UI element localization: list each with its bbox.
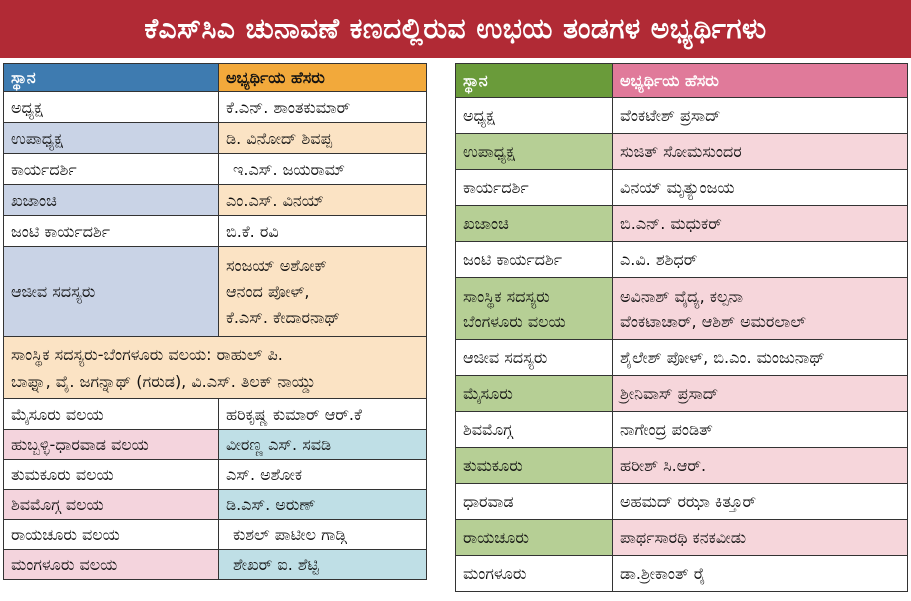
position-cell: ತುಮಕೂರು xyxy=(455,447,613,484)
position-cell: ಧಾರವಾಡ xyxy=(455,483,613,520)
position-cell: ಖಜಾಂಚಿ xyxy=(3,184,219,216)
name-cell: ಎಂ.ಎಸ್. ವಿನಯ್ xyxy=(218,184,427,216)
column-header-name: ಅಭ್ಯರ್ಥಿಯ ಹೆಸರು xyxy=(612,63,908,98)
name-cell: ಅವಿನಾಶ್ ವೈದ್ಯ, ಕಲ್ಪನಾ ವೆಂಕಟಾಚಾರ್, ಆಶಿಶ್ … xyxy=(612,277,908,340)
table-row: ಅಧ್ಯಕ್ಷ ಕೆ.ಎನ್. ಶಾಂತಕುಮಾರ್ xyxy=(3,91,427,123)
table-row: ರಾಯಚೂರು ವಲಯ ಕುಶಲ್ ಪಾಟೀಲ ಗಾಡ್ಗಿ xyxy=(3,519,427,550)
name-cell: ಇ.ಎಸ್. ಜಯರಾಮ್ xyxy=(218,153,427,185)
left-team-table: ಸ್ಥಾನ ಅಭ್ಯರ್ಥಿಯ ಹೆಸರು ಅಧ್ಯಕ್ಷ ಕೆ.ಎನ್. ಶಾ… xyxy=(3,63,427,580)
name-cell: ಡಿ.ಎಸ್. ಅರುಣ್ xyxy=(218,489,427,520)
position-cell: ಉಪಾಧ್ಯಕ್ಷ xyxy=(3,122,219,154)
column-header-name: ಅಭ್ಯರ್ಥಿಯ ಹೆಸರು xyxy=(218,63,427,92)
table-header-row: ಸ್ಥಾನ ಅಭ್ಯರ್ಥಿಯ ಹೆಸರು xyxy=(3,63,427,92)
table-row: ಅಧ್ಯಕ್ಷ ವೆಂಕಟೇಶ್ ಪ್ರಸಾದ್ xyxy=(455,97,908,134)
name-cell: ವೆಂಕಟೇಶ್ ಪ್ರಸಾದ್ xyxy=(612,97,908,134)
name-cell: ಹರೀಶ್ ಸಿ.ಆರ್. xyxy=(612,447,908,484)
name-cell: ವಿನಯ್ ಮೃತ್ಯುಂಜಯ xyxy=(612,169,908,206)
position-cell: ಆಜೀವ ಸದಸ್ಯರು xyxy=(3,246,219,337)
merged-line: ಬಾಫ್ನಾ, ವೈ. ಜಗನ್ನಾಥ್ (ಗರುಡ), ವಿ.ಎಸ್. ತಿಲ… xyxy=(11,371,316,391)
right-team-table: ಸ್ಥಾನ ಅಭ್ಯರ್ಥಿಯ ಹೆಸರು ಅಧ್ಯಕ್ಷ ವೆಂಕಟೇಶ್ ಪ… xyxy=(455,63,908,592)
name-cell: ಬಿ.ಎನ್. ಮಧುಕರ್ xyxy=(612,205,908,242)
name-cell: ಹರಿಕೃಷ್ಣ ಕುಮಾರ್ ಆರ್.ಕೆ xyxy=(218,398,427,430)
position-cell: ಮೈಸೂರು ವಲಯ xyxy=(3,398,219,430)
position-cell: ಮಂಗಳೂರು ವಲಯ xyxy=(3,549,219,580)
column-header-position: ಸ್ಥಾನ xyxy=(455,63,613,98)
table-row: ಖಜಾಂಚಿ ಬಿ.ಎನ್. ಮಧುಕರ್ xyxy=(455,205,908,242)
position-cell: ಮೈಸೂರು xyxy=(455,375,613,412)
name-cell: ಪಾರ್ಥಸಾರಥಿ ಕನಕವೀಡು xyxy=(612,519,908,556)
table-row: ಖಜಾಂಚಿ ಎಂ.ಎಸ್. ವಿನಯ್ xyxy=(3,184,427,216)
position-cell: ಶಿವಮೊಗ್ಗ xyxy=(455,411,613,448)
table-row-merged: ಸಾಂಸ್ಥಿಕ ಸದಸ್ಯರು-ಬೆಂಗಳೂರು ವಲಯ: ರಾಹುಲ್ ಪಿ… xyxy=(3,336,427,399)
name-cell: ಡಿ. ವಿನೋದ್ ಶಿವಪ್ಪ xyxy=(218,122,427,154)
position-cell: ಕಾರ್ಯದರ್ಶಿ xyxy=(3,153,219,185)
position-line: ಸಾಂಸ್ಥಿಕ ಸದಸ್ಯರು xyxy=(463,286,550,306)
table-row: ಕಾರ್ಯದರ್ಶಿ ಇ.ಎಸ್. ಜಯರಾಮ್ xyxy=(3,153,427,185)
name-cell: ಬಿ.ಕೆ. ರವಿ xyxy=(218,215,427,247)
position-cell: ಜಂಟಿ ಕಾರ್ಯದರ್ಶಿ xyxy=(455,241,613,278)
name-cell: ಶೈಲೇಶ್ ಪೋಳ್, ಬಿ.ಎಂ. ಮಂಜುನಾಥ್ xyxy=(612,339,908,376)
name-line: ಅವಿನಾಶ್ ವೈದ್ಯ, ಕಲ್ಪನಾ xyxy=(620,286,744,306)
merged-cell: ಸಾಂಸ್ಥಿಕ ಸದಸ್ಯರು-ಬೆಂಗಳೂರು ವಲಯ: ರಾಹುಲ್ ಪಿ… xyxy=(3,336,427,399)
name-line: ಕೆ.ಎಸ್. ಕೇದಾರನಾಥ್ xyxy=(226,307,341,327)
name-cell: ಎ.ವಿ. ಶಶಿಧರ್ xyxy=(612,241,908,278)
table-row: ಶಿವಮೊಗ್ಗ ನಾಗೇಂದ್ರ ಪಂಡಿತ್ xyxy=(455,411,908,448)
table-row: ಹುಬ್ಬಳ್ಳಿ-ಧಾರವಾಡ ವಲಯ ವೀರಣ್ಣ ಎಸ್. ಸವಡಿ xyxy=(3,429,427,460)
position-cell: ಜಂಟಿ ಕಾರ್ಯದರ್ಶಿ xyxy=(3,215,219,247)
position-cell: ತುಮಕೂರು ವಲಯ xyxy=(3,459,219,490)
name-cell: ವೀರಣ್ಣ ಎಸ್. ಸವಡಿ xyxy=(218,429,427,460)
position-cell: ರಾಯಚೂರು ವಲಯ xyxy=(3,519,219,550)
name-cell: ಎಸ್. ಅಶೋಕ xyxy=(218,459,427,490)
name-cell: ಕುಶಲ್ ಪಾಟೀಲ ಗಾಡ್ಗಿ xyxy=(218,519,427,550)
name-cell: ಡಾ.ಶ್ರೀಕಾಂತ್ ರೈ xyxy=(612,555,908,592)
name-cell: ಕೆ.ಎನ್. ಶಾಂತಕುಮಾರ್ xyxy=(218,91,427,123)
table-row: ಉಪಾಧ್ಯಕ್ಷ ಡಿ. ವಿನೋದ್ ಶಿವಪ್ಪ xyxy=(3,122,427,154)
table-row: ಮೈಸೂರು ಶ್ರೀನಿವಾಸ್ ಪ್ರಸಾದ್ xyxy=(455,375,908,412)
name-line: ಆನಂದ ಪೋಳ್, xyxy=(226,281,310,301)
position-cell: ಅಧ್ಯಕ್ಷ xyxy=(455,97,613,134)
table-row: ಆಜೀವ ಸದಸ್ಯರು ಶೈಲೇಶ್ ಪೋಳ್, ಬಿ.ಎಂ. ಮಂಜುನಾಥ… xyxy=(455,339,908,376)
table-row: ಮಂಗಳೂರು ವಲಯ ಶೇಖರ್ ಐ. ಶೆಟ್ಟಿ xyxy=(3,549,427,580)
page-title: ಕೆಎಸ್‌ಸಿಎ ಚುನಾವಣೆ ಕಣದಲ್ಲಿರುವ ಉಭಯ ತಂಡಗಳ ಅ… xyxy=(0,0,911,58)
table-row: ಜಂಟಿ ಕಾರ್ಯದರ್ಶಿ ಎ.ವಿ. ಶಶಿಧರ್ xyxy=(455,241,908,278)
table-row: ಸಾಂಸ್ಥಿಕ ಸದಸ್ಯರು ಬೆಂಗಳೂರು ವಲಯ ಅವಿನಾಶ್ ವೈ… xyxy=(455,277,908,340)
position-cell: ಹುಬ್ಬಳ್ಳಿ-ಧಾರವಾಡ ವಲಯ xyxy=(3,429,219,460)
table-row: ರಾಯಚೂರು ಪಾರ್ಥಸಾರಥಿ ಕನಕವೀಡು xyxy=(455,519,908,556)
position-cell: ಅಧ್ಯಕ್ಷ xyxy=(3,91,219,123)
table-row: ಶಿವಮೊಗ್ಗ ವಲಯ ಡಿ.ಎಸ್. ಅರುಣ್ xyxy=(3,489,427,520)
name-line: ಸಂಜಯ್ ಅಶೋಕ್ xyxy=(226,255,327,275)
position-cell: ರಾಯಚೂರು xyxy=(455,519,613,556)
table-row: ತುಮಕೂರು ವಲಯ ಎಸ್. ಅಶೋಕ xyxy=(3,459,427,490)
name-cell: ಶೇಖರ್ ಐ. ಶೆಟ್ಟಿ xyxy=(218,549,427,580)
position-cell: ಆಜೀವ ಸದಸ್ಯರು xyxy=(455,339,613,376)
table-row: ತುಮಕೂರು ಹರೀಶ್ ಸಿ.ಆರ್. xyxy=(455,447,908,484)
table-row: ಮಂಗಳೂರು ಡಾ.ಶ್ರೀಕಾಂತ್ ರೈ xyxy=(455,555,908,592)
position-cell: ಶಿವಮೊಗ್ಗ ವಲಯ xyxy=(3,489,219,520)
name-cell: ಸುಜಿತ್ ಸೋಮಸುಂದರ xyxy=(612,133,908,170)
table-row: ಕಾರ್ಯದರ್ಶಿ ವಿನಯ್ ಮೃತ್ಯುಂಜಯ xyxy=(455,169,908,206)
name-cell: ಅಹಮದ್ ರಝಾ ಕಿತ್ತೂರ್ xyxy=(612,483,908,520)
merged-line: ಸಾಂಸ್ಥಿಕ ಸದಸ್ಯರು-ಬೆಂಗಳೂರು ವಲಯ: ರಾಹುಲ್ ಪಿ… xyxy=(11,344,283,364)
position-cell: ಮಂಗಳೂರು xyxy=(455,555,613,592)
column-header-position: ಸ್ಥಾನ xyxy=(3,63,219,92)
name-cell: ಸಂಜಯ್ ಅಶೋಕ್ ಆನಂದ ಪೋಳ್, ಕೆ.ಎಸ್. ಕೇದಾರನಾಥ್ xyxy=(218,246,427,337)
table-row: ಉಪಾಧ್ಯಕ್ಷ ಸುಜಿತ್ ಸೋಮಸುಂದರ xyxy=(455,133,908,170)
name-cell: ನಾಗೇಂದ್ರ ಪಂಡಿತ್ xyxy=(612,411,908,448)
position-cell: ಉಪಾಧ್ಯಕ್ಷ xyxy=(455,133,613,170)
position-cell: ಕಾರ್ಯದರ್ಶಿ xyxy=(455,169,613,206)
table-header-row: ಸ್ಥಾನ ಅಭ್ಯರ್ಥಿಯ ಹೆಸರು xyxy=(455,63,908,98)
table-row: ಆಜೀವ ಸದಸ್ಯರು ಸಂಜಯ್ ಅಶೋಕ್ ಆನಂದ ಪೋಳ್, ಕೆ.ಎ… xyxy=(3,246,427,337)
name-line: ವೆಂಕಟಾಚಾರ್, ಆಶಿಶ್ ಅಮರಲಾಲ್ xyxy=(620,311,806,331)
position-line: ಬೆಂಗಳೂರು ವಲಯ xyxy=(463,311,566,331)
table-row: ಜಂಟಿ ಕಾರ್ಯದರ್ಶಿ ಬಿ.ಕೆ. ರವಿ xyxy=(3,215,427,247)
position-cell: ಖಜಾಂಚಿ xyxy=(455,205,613,242)
position-cell: ಸಾಂಸ್ಥಿಕ ಸದಸ್ಯರು ಬೆಂಗಳೂರು ವಲಯ xyxy=(455,277,613,340)
table-row: ಧಾರವಾಡ ಅಹಮದ್ ರಝಾ ಕಿತ್ತೂರ್ xyxy=(455,483,908,520)
name-cell: ಶ್ರೀನಿವಾಸ್ ಪ್ರಸಾದ್ xyxy=(612,375,908,412)
table-row: ಮೈಸೂರು ವಲಯ ಹರಿಕೃಷ್ಣ ಕುಮಾರ್ ಆರ್.ಕೆ xyxy=(3,398,427,430)
